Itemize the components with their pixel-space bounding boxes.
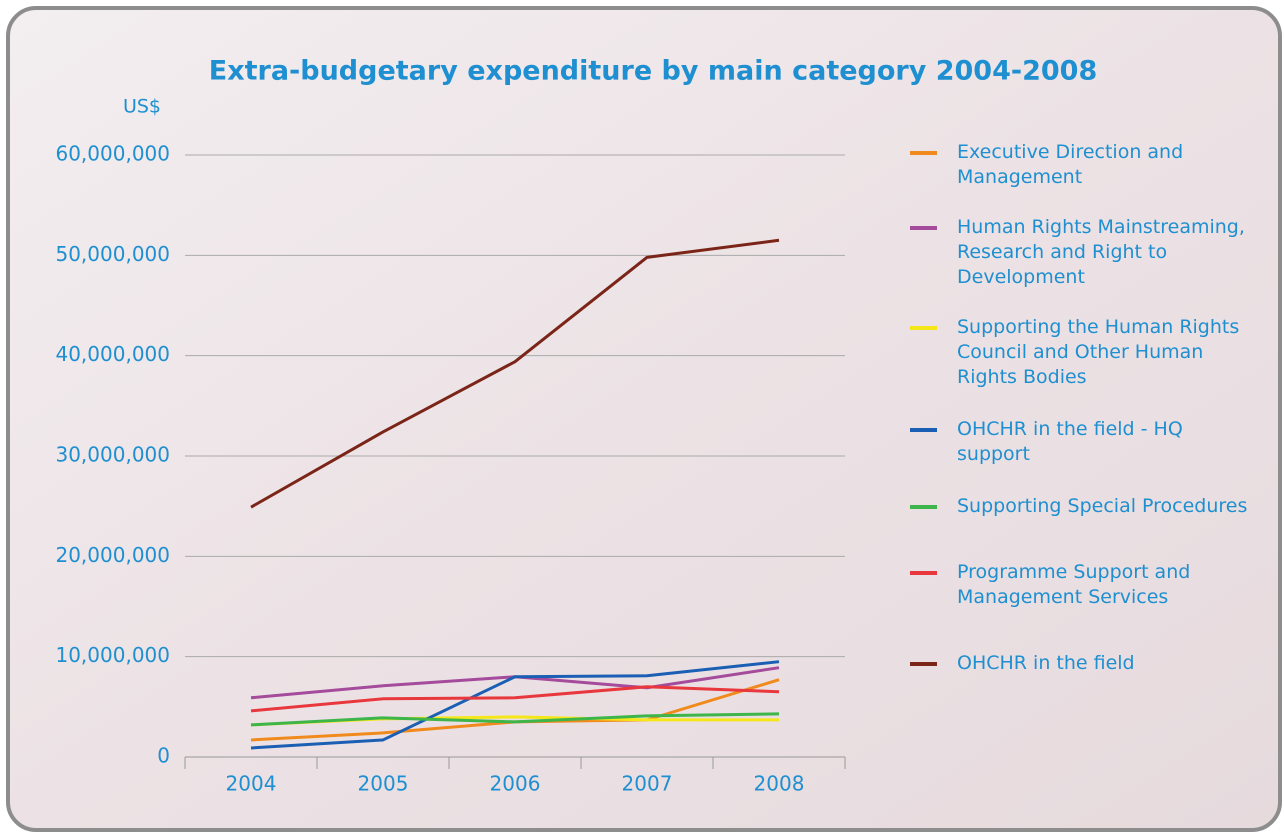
chart-title: Extra-budgetary expenditure by main cate… — [209, 56, 1097, 87]
legend-item: Human Rights Mainstreaming, Research and… — [910, 215, 1257, 290]
legend-item: Programme Support and Management Service… — [910, 560, 1257, 610]
legend-swatch — [910, 505, 937, 509]
y-tick-label: 0 — [157, 744, 170, 768]
legend-swatch — [910, 428, 937, 432]
y-tick-label: 10,000,000 — [55, 643, 170, 667]
legend-item: Supporting the Human Rights Council and … — [910, 315, 1257, 390]
x-tick-label: 2007 — [622, 772, 673, 796]
legend-label: Supporting the Human Rights Council and … — [957, 316, 1240, 388]
legend-swatch — [910, 571, 937, 575]
legend-label: Supporting Special Procedures — [957, 495, 1248, 517]
legend-swatch — [910, 151, 937, 155]
x-tick-label: 2006 — [490, 772, 541, 796]
y-tick-label: 40,000,000 — [55, 342, 170, 366]
panel — [6, 6, 1282, 832]
y-tick-label: 60,000,000 — [55, 142, 170, 166]
y-tick-label: 30,000,000 — [55, 443, 170, 467]
legend-item: OHCHR in the field — [910, 651, 1257, 676]
x-tick-label: 2005 — [358, 772, 409, 796]
legend-label: Programme Support and Management Service… — [957, 561, 1191, 608]
series-line — [250, 712, 780, 727]
x-tick-label: 2008 — [754, 772, 805, 796]
legend-item: OHCHR in the field - HQ support — [910, 417, 1257, 467]
legend-label: Executive Direction and Management — [957, 141, 1184, 188]
legend-swatch — [910, 226, 937, 230]
legend-item: Supporting Special Procedures — [910, 494, 1257, 519]
y-axis-label: US$ — [123, 96, 161, 118]
x-tick-label: 2004 — [226, 772, 277, 796]
legend-label: OHCHR in the field - HQ support — [957, 418, 1183, 465]
legend-label: Human Rights Mainstreaming, Research and… — [957, 216, 1245, 288]
series-line — [250, 238, 780, 509]
legend-item: Executive Direction and Management — [910, 140, 1257, 190]
series-line — [250, 660, 780, 750]
legend-label: OHCHR in the field — [957, 652, 1135, 674]
y-tick-label: 50,000,000 — [55, 242, 170, 266]
series-line — [250, 685, 780, 713]
legend-swatch — [910, 662, 937, 666]
y-tick-label: 20,000,000 — [55, 543, 170, 567]
legend-swatch — [910, 326, 937, 330]
